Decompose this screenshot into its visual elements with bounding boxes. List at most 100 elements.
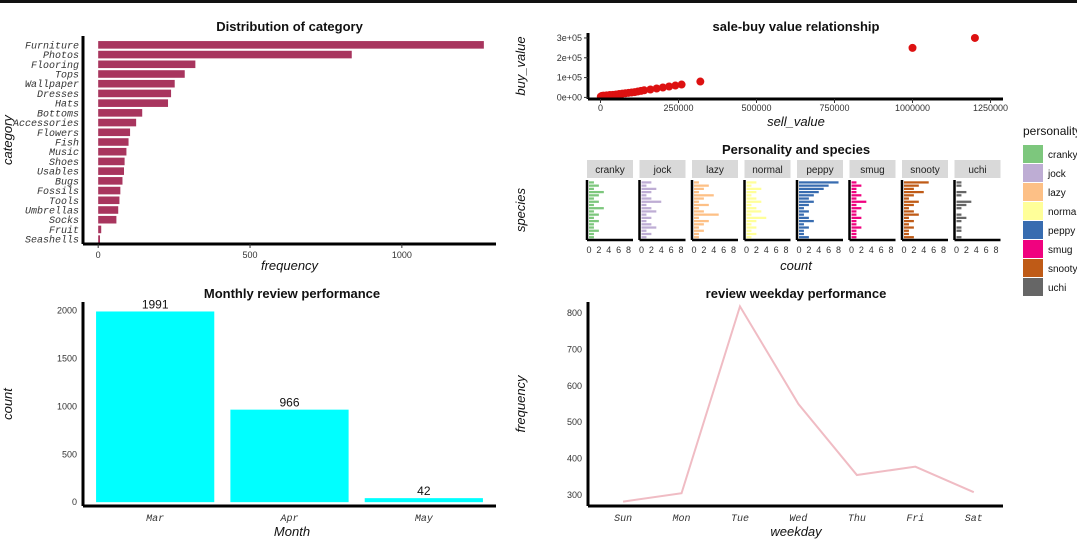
personality-bar: [746, 203, 752, 207]
personality-bar: [641, 184, 647, 187]
personality-bar: [694, 200, 699, 203]
monthly-bar: [96, 311, 215, 503]
personality-bar: [694, 213, 719, 216]
category-bar: [98, 41, 484, 49]
personality-bar: [746, 219, 757, 223]
personality-bar: [589, 181, 594, 184]
salebuy-x-tick-label: 500000: [741, 103, 771, 113]
facet-strip: [954, 160, 1001, 178]
personality-bar: [694, 210, 704, 213]
personality-bar: [641, 181, 652, 184]
category-bar: [98, 177, 123, 185]
category-x-tick-label: 0: [96, 250, 101, 260]
personality-bar: [799, 200, 814, 203]
facet-strip: [797, 160, 843, 178]
personality-bar: [799, 213, 804, 216]
personality-bar: [799, 184, 829, 187]
monthly-y-tick-label: 0: [72, 497, 77, 507]
facet-x-tick-label: 0: [691, 245, 696, 255]
personality-bar: [746, 181, 757, 184]
salebuy-point: [677, 80, 686, 89]
category-y-axis-label: category: [0, 114, 15, 165]
personality-bar: [694, 190, 699, 194]
category-bar: [98, 186, 121, 195]
salebuy-x-tick-label: 0: [598, 103, 603, 113]
personality-bar: [694, 236, 699, 239]
personality-bar: [799, 197, 809, 200]
facet-x-tick-label: 2: [806, 245, 811, 255]
personality-bar: [694, 197, 704, 200]
category-tick-label: Fruit: [49, 225, 79, 237]
category-bar: [98, 99, 169, 107]
facet-x-tick-label: 4: [974, 245, 979, 255]
facet-x-tick-label: 6: [984, 245, 989, 255]
monthly-data-label: 966: [279, 396, 299, 410]
personality-bar: [956, 181, 962, 184]
facet-x-tick-label: 4: [711, 245, 716, 255]
personality-bar: [799, 216, 809, 219]
personality-bar: [799, 223, 804, 226]
facet-x-tick-label: 2: [701, 245, 706, 255]
personality-bar: [956, 229, 962, 232]
facet-strip-label: jock: [653, 165, 673, 176]
personality-x-axis-label: count: [780, 258, 813, 273]
personality-bar: [694, 219, 709, 223]
personality-bar: [694, 226, 699, 229]
weekday-y-tick-label: 700: [567, 344, 582, 354]
weekday-x-tick-label: Thu: [848, 513, 866, 525]
personality-bar: [799, 210, 809, 213]
personality-bar: [799, 207, 804, 210]
personality-bar: [746, 232, 757, 236]
personality-bar: [589, 207, 604, 210]
legend-item-label: lazy: [1048, 188, 1066, 199]
monthly-data-label: 1991: [142, 297, 169, 311]
personality-bar: [799, 203, 809, 207]
category-tick-label: Bugs: [55, 177, 79, 188]
weekday-x-axis-label: weekday: [770, 524, 823, 539]
facet-strip-label: uchi: [968, 165, 986, 176]
top-border: [0, 0, 1077, 3]
monthly-data-label: 42: [417, 484, 431, 498]
facet-x-tick-label: 0: [849, 245, 854, 255]
category-x-tick-label: 1000: [392, 250, 412, 260]
personality-bar: [694, 184, 709, 187]
salebuy-point: [658, 83, 667, 92]
weekday-x-tick-label: Mon: [673, 514, 691, 525]
personality-bar: [589, 190, 604, 194]
weekday-x-tick-label: Wed: [789, 513, 807, 525]
category-tick-label: Fish: [55, 138, 79, 150]
personality-bar: [851, 236, 857, 239]
facet-strip-label: lazy: [706, 165, 724, 176]
personality-bar: [851, 197, 857, 200]
personality-bar: [694, 187, 704, 190]
category-tick-label: Music: [49, 147, 79, 159]
monthly-y-axis-label: count: [0, 387, 15, 420]
personality-bar: [746, 200, 762, 203]
salebuy-y-tick-label: 2e+05: [557, 53, 582, 63]
facet-x-tick-label: 2: [964, 245, 969, 255]
personality-bar: [641, 232, 652, 236]
personality-bar: [641, 219, 647, 223]
salebuy-point: [671, 81, 680, 90]
personality-bar: [589, 194, 599, 197]
personality-bar: [799, 181, 839, 184]
facet-x-tick-label: 2: [754, 245, 759, 255]
personality-bar: [641, 203, 647, 207]
legend-item-label: peppy: [1048, 226, 1075, 237]
monthly-x-axis-label: Month: [274, 524, 310, 539]
personality-bar: [799, 219, 814, 223]
salebuy-x-tick-label: 1000000: [895, 103, 930, 113]
personality-bar: [956, 190, 967, 194]
category-bar: [98, 157, 125, 166]
personality-bar: [694, 232, 699, 236]
personality-bar: [904, 194, 914, 197]
facet-x-tick-label: 0: [901, 245, 906, 255]
category-tick-label: Flooring: [31, 60, 79, 72]
category-tick-label: Socks: [49, 215, 79, 227]
category-tick-label: Umbrellas: [25, 206, 79, 218]
facet-x-tick-label: 6: [616, 245, 621, 255]
facet-x-tick-label: 8: [784, 245, 789, 255]
legend-swatch: [1023, 278, 1043, 296]
monthly-x-tick-label: Apr: [279, 514, 298, 525]
personality-bar: [589, 210, 594, 213]
